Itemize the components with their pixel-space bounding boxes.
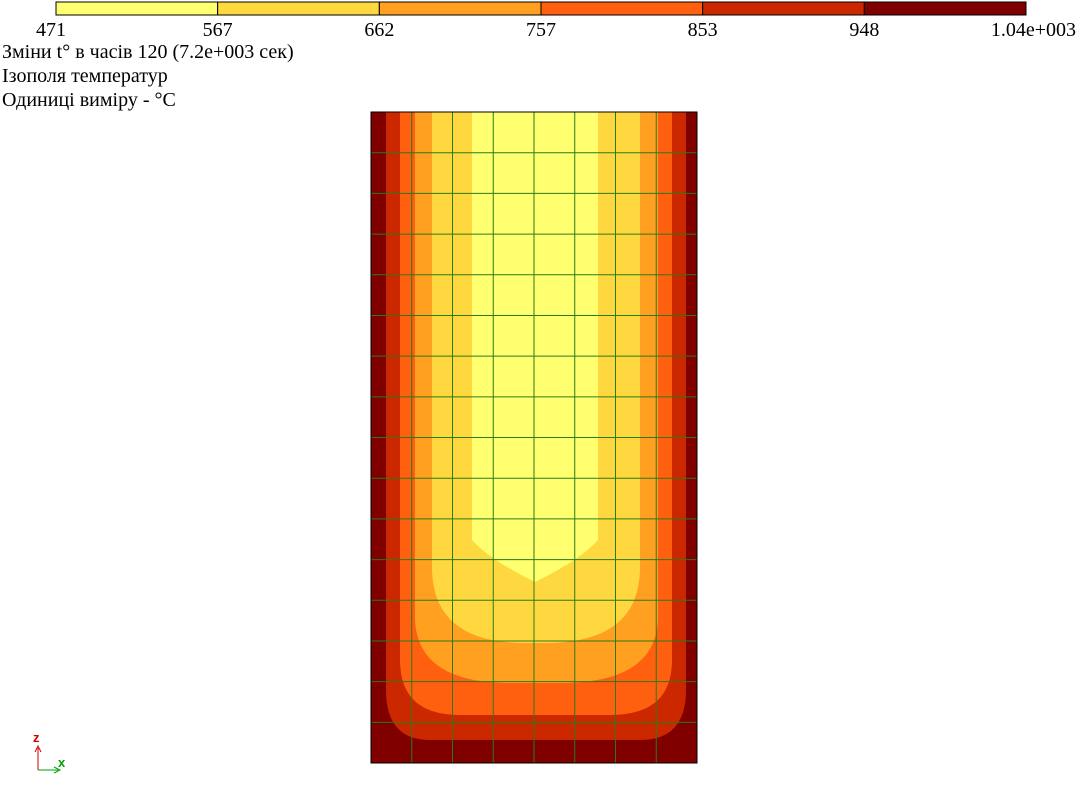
x-label: x <box>58 755 66 770</box>
plot-border <box>370 111 698 764</box>
header-line: Зміни t° в часів 120 (7.2e+003 сек) <box>2 41 294 63</box>
z-arrow-head <box>34 744 42 753</box>
zone <box>472 112 598 582</box>
mesh <box>371 112 697 763</box>
legend-swatch <box>55 1 219 16</box>
header-line: Ізополя температур <box>2 65 168 87</box>
x-arrow-head <box>53 766 62 774</box>
legend-label: 948 <box>849 19 879 41</box>
legend-label: 662 <box>364 19 394 41</box>
z-label: z <box>33 730 40 745</box>
legend-swatch <box>863 1 1027 16</box>
legend-swatch <box>540 1 704 16</box>
legend-label: 567 <box>203 19 233 41</box>
legend: 471 567 662 757 853 948 1.04e+003 <box>36 1 1076 41</box>
header-line: Одиниці виміру - °C <box>2 89 176 111</box>
legend-swatch <box>217 1 380 16</box>
legend-label: 853 <box>688 19 718 41</box>
legend-label: 757 <box>526 19 556 41</box>
axis-icon: z x <box>33 730 66 774</box>
legend-swatch <box>702 1 865 16</box>
contour-plot <box>370 111 698 764</box>
legend-label: 471 <box>36 19 66 41</box>
legend-swatch <box>378 1 542 16</box>
legend-label: 1.04e+003 <box>991 19 1076 41</box>
